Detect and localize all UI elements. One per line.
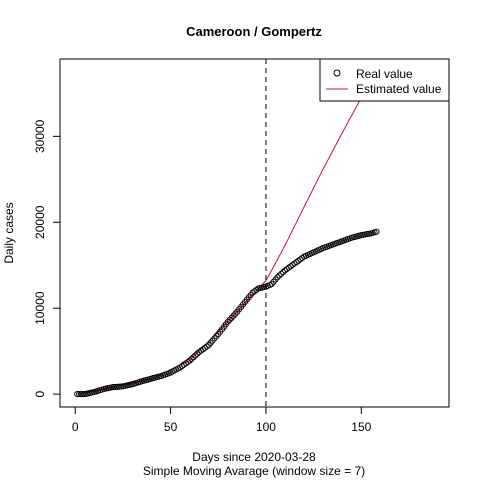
- real-value-point: [114, 383, 121, 390]
- real-value-point: [253, 286, 260, 293]
- real-value-point: [278, 270, 285, 277]
- real-value-point: [224, 318, 231, 325]
- real-value-point: [188, 355, 195, 362]
- real-value-point: [76, 391, 83, 398]
- legend: Real value Estimated value: [319, 58, 450, 102]
- x-tick-label: 0: [72, 420, 79, 434]
- real-value-point: [112, 383, 119, 390]
- real-value-point: [184, 358, 191, 366]
- legend-marker-real-value: [333, 69, 341, 77]
- real-value-point: [194, 350, 201, 357]
- legend-box: [319, 58, 450, 102]
- x-tick-label: 50: [164, 420, 178, 434]
- y-tick-label: 30000: [33, 119, 47, 153]
- y-tick-label: 20000: [33, 205, 47, 239]
- x-axis-label: Days since 2020-03-28: [192, 450, 316, 464]
- real-value-point: [276, 272, 283, 279]
- real-value-point: [203, 343, 210, 350]
- x-tick-label: 100: [256, 420, 276, 434]
- real-value-point: [274, 274, 281, 281]
- real-value-point: [116, 383, 123, 390]
- y-tick-label: 10000: [33, 291, 47, 325]
- real-value-point: [186, 357, 193, 364]
- real-value-point: [79, 391, 86, 398]
- x-tick-label: 150: [351, 420, 371, 434]
- real-value-point: [230, 312, 237, 319]
- plot-area: [74, 59, 380, 407]
- y-tick-label: 0: [33, 390, 47, 397]
- real-value-point: [74, 391, 81, 398]
- x-axis: 0 50 100 150: [72, 406, 372, 434]
- real-value-point: [280, 269, 287, 276]
- real-value-point: [178, 363, 186, 370]
- chart-title: Cameroon / Gompertz: [186, 24, 322, 39]
- real-value-point: [192, 352, 199, 359]
- x-axis-sublabel: Simple Moving Avarage (window size = 7): [143, 464, 365, 478]
- real-value-point: [251, 288, 258, 295]
- legend-label-real-value: Real value: [356, 67, 413, 81]
- y-axis: 0 10000 20000 30000: [33, 119, 61, 397]
- real-value-point: [110, 384, 117, 391]
- real-value-point: [289, 261, 296, 268]
- legend-label-estimated-value: Estimated value: [356, 82, 442, 96]
- real-value-point: [190, 354, 197, 361]
- real-value-point: [373, 228, 380, 235]
- real-value-point: [77, 391, 85, 398]
- real-value-point: [117, 383, 125, 390]
- y-axis-label: Daily cases: [2, 202, 16, 263]
- series-real-value: [74, 228, 380, 398]
